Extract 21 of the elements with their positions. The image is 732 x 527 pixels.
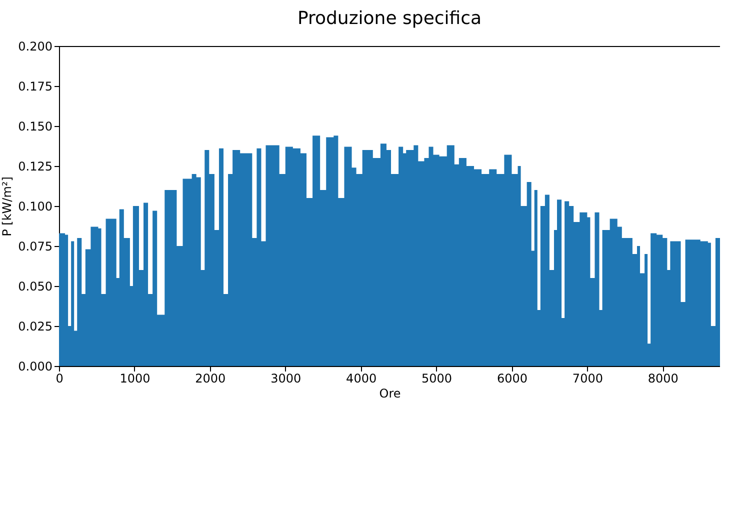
- x-axis-title: Ore: [379, 386, 401, 400]
- y-tick-label: 0.125: [18, 160, 52, 174]
- x-tick-label: 7000: [572, 372, 603, 386]
- y-tick-label: 0.050: [18, 280, 52, 294]
- x-tick-label: 1000: [120, 372, 150, 386]
- chart-title: Produzione specifica: [297, 8, 482, 29]
- x-tick-label: 0: [56, 372, 64, 386]
- y-tick-label: 0.100: [18, 200, 52, 214]
- x-tick-label: 4000: [346, 372, 377, 386]
- y-tick-label: 0.150: [18, 120, 52, 134]
- y-tick-label: 0.175: [18, 80, 52, 94]
- x-tick-label: 2000: [195, 372, 226, 386]
- x-tick-label: 5000: [422, 372, 452, 386]
- y-tick-label: 0.075: [18, 240, 52, 254]
- x-tick-label: 3000: [270, 372, 302, 386]
- y-axis-title: P [kW/m²]: [0, 176, 14, 236]
- y-tick-label: 0.200: [18, 40, 52, 54]
- x-tick-label: 6000: [496, 372, 528, 386]
- x-tick-label: 8000: [648, 372, 678, 386]
- y-tick-label: 0.000: [18, 360, 52, 374]
- y-tick-label: 0.025: [18, 320, 52, 334]
